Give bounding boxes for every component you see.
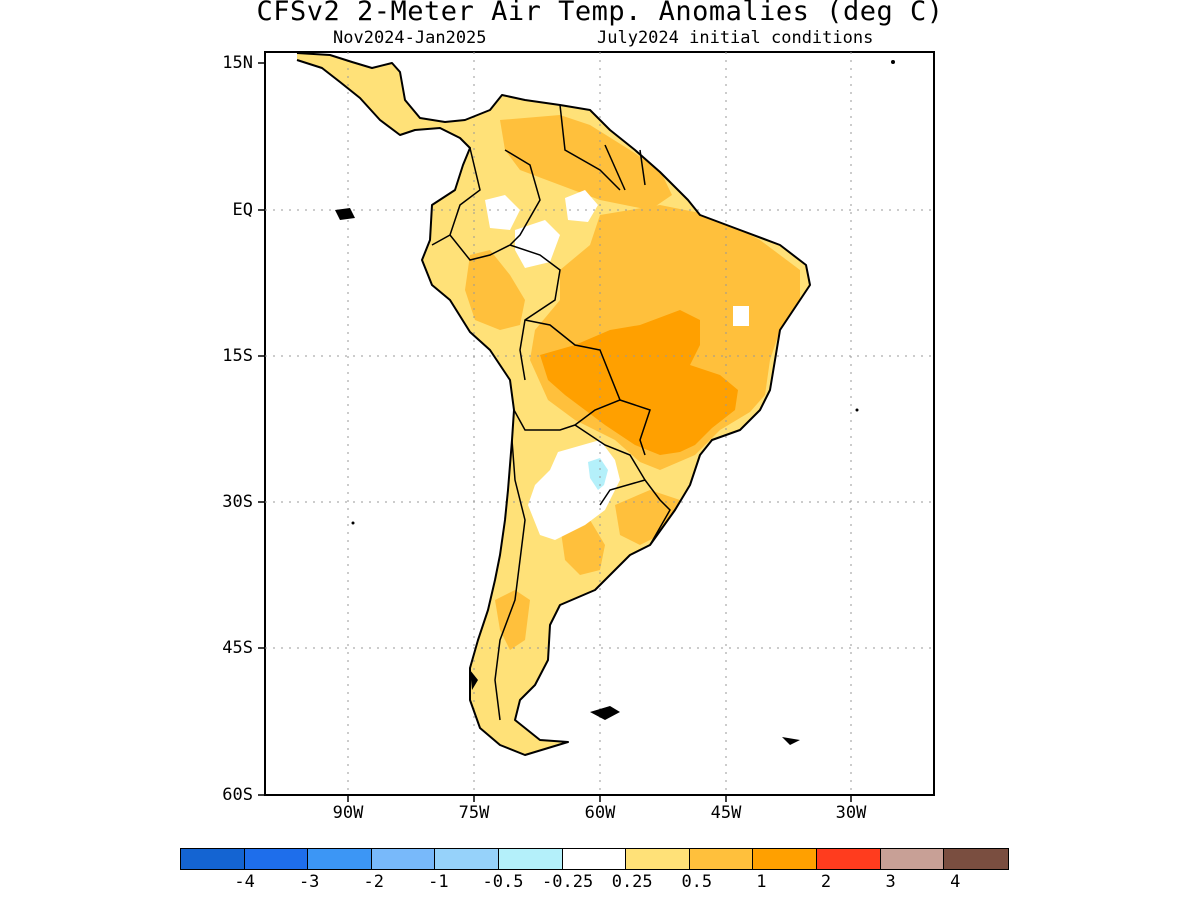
colorbar-segment	[244, 849, 309, 869]
anomaly-fill-dark-orange	[540, 310, 738, 455]
lon-label-75w: 75W	[458, 803, 490, 823]
anomaly-fill-orange-patagonia	[495, 590, 530, 650]
anomaly-fill-orange-peru	[465, 250, 525, 330]
colorbar-label: 0.25	[611, 872, 653, 892]
initial-conditions: July2024 initial conditions	[597, 28, 874, 48]
lat-label-30s: 30S	[222, 492, 253, 512]
colorbar-label: 2	[820, 872, 832, 892]
chiloe-island	[470, 670, 478, 690]
colorbar-segment	[435, 849, 499, 869]
colorbar-label: 3	[885, 872, 896, 892]
country-borders	[431, 104, 671, 721]
south-georgia	[782, 737, 800, 745]
lon-label-60w: 60W	[584, 803, 616, 823]
colorbar-segment	[371, 849, 436, 869]
colorbar-label: 4	[950, 872, 961, 892]
colorbar-segment	[626, 849, 690, 869]
lon-label-90w: 90W	[332, 803, 364, 823]
colorbar-label: -3	[298, 872, 320, 892]
lat-label-15s: 15S	[222, 346, 253, 366]
colorbar-label: -4	[234, 872, 255, 892]
anomaly-fill-orange-argentina	[560, 520, 605, 575]
colorbar-segment	[944, 849, 1008, 869]
colorbar-segment	[753, 849, 817, 869]
galapagos-islands	[335, 208, 355, 220]
colorbar-label: -1	[428, 872, 449, 892]
lon-label-45w: 45W	[710, 803, 742, 823]
anomaly-fill-white-brazil-cell	[733, 306, 749, 326]
trindade-island	[855, 408, 859, 412]
anomaly-fill-white-colombia	[485, 195, 520, 230]
falkland-islands	[590, 706, 620, 720]
colorbar	[180, 848, 1009, 870]
forecast-period: Nov2024-Jan2025	[333, 28, 487, 48]
anomaly-fill-white-guiana	[565, 190, 598, 222]
lat-label-60s: 60S	[222, 785, 253, 805]
colorbar-segment	[689, 849, 754, 869]
islands	[335, 60, 895, 745]
lat-label-45s: 45S	[222, 638, 253, 658]
lat-label-15n: 15N	[222, 53, 253, 73]
caribbean-island	[891, 60, 895, 64]
colorbar-label: 0.5	[681, 872, 713, 892]
map-title: CFSv2 2-Meter Air Temp. Anomalies (deg C…	[256, 0, 944, 27]
lon-label-30w: 30W	[835, 803, 867, 823]
colorbar-label: -2	[363, 872, 385, 892]
colorbar-label: -0.5	[482, 872, 524, 892]
axis-ticks	[258, 62, 852, 802]
colorbar-label: 1	[756, 872, 767, 892]
colorbar-segment	[181, 849, 245, 869]
colorbar-segment	[308, 849, 372, 869]
colorbar-label: -0.25	[542, 872, 594, 892]
juan-fernandez-island	[351, 521, 355, 525]
colorbar-segment	[816, 849, 881, 869]
colorbar-segment	[498, 849, 563, 869]
anomaly-fill-light-blue	[588, 458, 608, 490]
colorbar-segment	[880, 849, 945, 869]
anomaly-fill-white-amazon	[515, 220, 560, 268]
colorbar-segment	[562, 849, 627, 869]
lat-label-eq: EQ	[232, 200, 253, 220]
